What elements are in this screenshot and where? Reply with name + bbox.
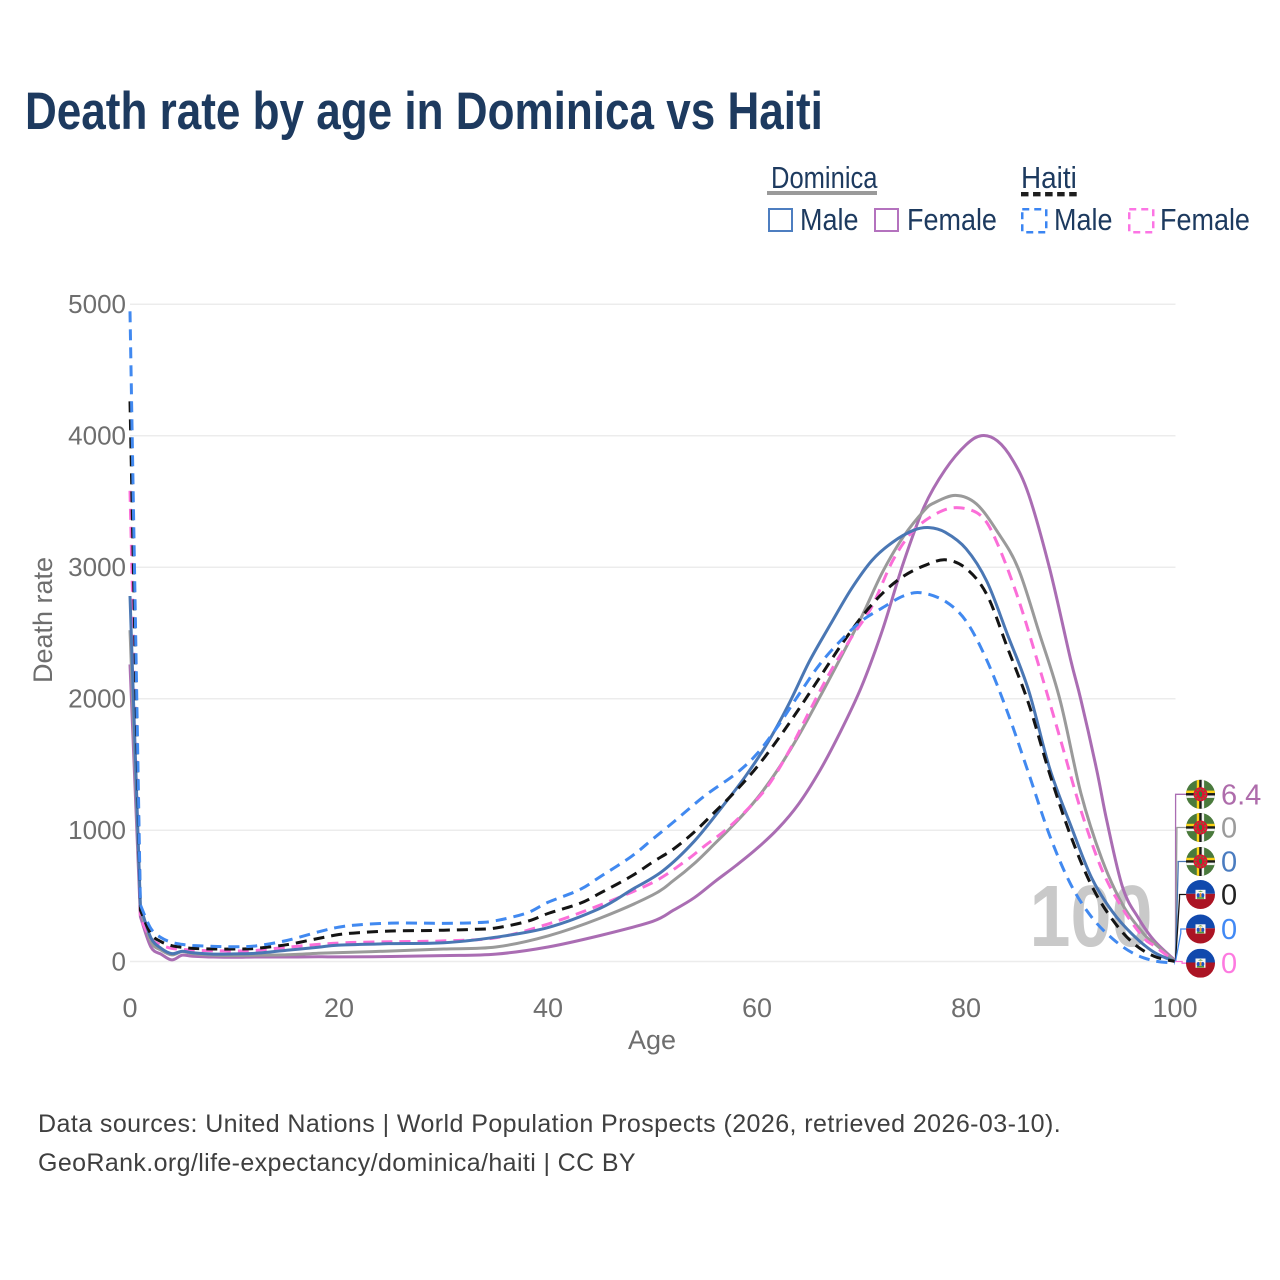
svg-text:3000: 3000 bbox=[68, 552, 126, 582]
svg-text:0: 0 bbox=[1221, 847, 1237, 879]
svg-text:6.4: 6.4 bbox=[1221, 779, 1261, 811]
svg-text:4000: 4000 bbox=[68, 421, 126, 451]
svg-text:80: 80 bbox=[951, 993, 981, 1023]
svg-text:20: 20 bbox=[324, 993, 354, 1023]
svg-text:0: 0 bbox=[122, 993, 137, 1023]
svg-text:60: 60 bbox=[742, 993, 772, 1023]
svg-text:2000: 2000 bbox=[68, 684, 126, 714]
svg-text:0: 0 bbox=[1221, 948, 1237, 980]
svg-text:Age: Age bbox=[628, 1025, 676, 1055]
svg-text:0: 0 bbox=[1221, 813, 1237, 845]
svg-text:0: 0 bbox=[1221, 880, 1237, 912]
svg-text:Death rate: Death rate bbox=[28, 557, 58, 683]
svg-text:100: 100 bbox=[1152, 993, 1197, 1023]
svg-text:0: 0 bbox=[112, 947, 126, 977]
svg-text:40: 40 bbox=[533, 993, 563, 1023]
svg-text:5000: 5000 bbox=[68, 289, 126, 319]
svg-text:1000: 1000 bbox=[68, 815, 126, 845]
svg-text:0: 0 bbox=[1221, 914, 1237, 946]
